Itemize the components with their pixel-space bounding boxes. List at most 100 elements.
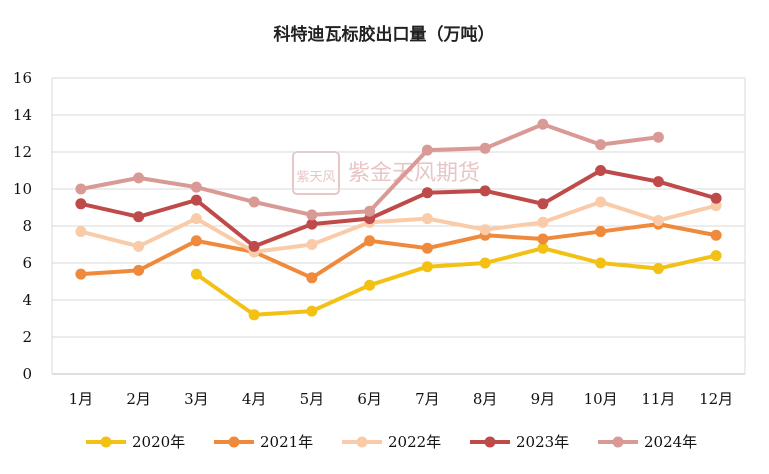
x-tick-label: 11月: [641, 390, 675, 408]
data-point: [652, 176, 664, 188]
y-tick-label: 4: [22, 291, 32, 309]
data-point: [190, 268, 202, 280]
legend-item: 2024年: [598, 433, 697, 451]
x-tick-label: 1月: [69, 390, 94, 408]
data-point: [421, 261, 433, 273]
y-tick-label: 16: [13, 69, 32, 87]
data-point: [595, 226, 607, 238]
y-tick-label: 6: [22, 254, 32, 272]
data-point: [710, 192, 722, 204]
data-point: [133, 240, 145, 252]
data-point: [133, 172, 145, 184]
x-tick-label: 7月: [415, 390, 440, 408]
grid-lines: [52, 77, 745, 338]
data-point: [306, 239, 318, 250]
y-tick-label: 0: [22, 365, 32, 383]
legend-swatch-marker: [100, 436, 112, 448]
legend-label: 2021年: [260, 433, 313, 451]
data-point: [364, 205, 376, 217]
data-point: [75, 268, 87, 280]
legend-swatch-marker: [612, 436, 624, 448]
series-group: [75, 118, 722, 321]
series-2020年: [190, 242, 722, 321]
chart-title: 科特迪瓦标胶出口量（万吨）: [274, 24, 495, 45]
legend-swatch-marker: [484, 436, 496, 448]
data-point: [190, 235, 202, 247]
data-point: [190, 181, 202, 193]
series-2024年: [75, 118, 664, 221]
data-point: [364, 279, 376, 291]
data-point: [421, 213, 433, 225]
data-point: [652, 214, 664, 226]
axes: 0 2 4 6 8 10 12 14 16 1月 2月 3月 4月 5月 6月 7月 8月 9月 10月 11月 12月: [13, 69, 746, 408]
legend: 2020年 2021年 2022年 2023年 2024年: [86, 433, 697, 451]
data-point: [595, 196, 607, 208]
data-point: [537, 242, 549, 254]
legend-item: 2022年: [342, 433, 441, 451]
series-line: [194, 246, 719, 317]
data-point: [421, 187, 433, 199]
x-tick-label: 2月: [126, 390, 151, 408]
data-point: [75, 198, 87, 210]
data-point: [133, 264, 145, 276]
y-tick-label: 10: [13, 180, 32, 198]
data-point: [306, 218, 318, 230]
data-point: [248, 196, 260, 208]
x-tick-label: 4月: [242, 390, 267, 408]
x-tick-label: 12月: [699, 390, 733, 408]
data-point: [133, 211, 145, 223]
legend-item: 2023年: [470, 433, 569, 451]
data-point: [652, 131, 664, 143]
data-point: [248, 240, 260, 252]
y-tick-label: 2: [22, 328, 32, 346]
data-point: [306, 305, 318, 317]
x-tick-label: 5月: [300, 390, 325, 408]
data-point: [190, 213, 202, 225]
legend-label: 2023年: [516, 433, 569, 451]
x-tick-label: 6月: [357, 390, 382, 408]
y-tick-label: 8: [22, 217, 32, 235]
data-point: [710, 250, 722, 262]
legend-item: 2020年: [86, 433, 185, 451]
data-point: [479, 185, 491, 197]
data-point: [537, 118, 549, 130]
series-2023年: [75, 165, 722, 252]
data-point: [479, 257, 491, 269]
watermark-seal: 紫天风: [296, 170, 335, 185]
data-point: [421, 242, 433, 254]
series-line: [78, 168, 719, 249]
data-point: [190, 194, 202, 206]
data-point: [537, 216, 549, 228]
data-point: [537, 233, 549, 245]
y-tick-label: 12: [13, 143, 32, 161]
data-point: [479, 224, 491, 236]
data-point: [479, 142, 491, 154]
watermark: 紫天风 紫金天风期货: [292, 151, 480, 195]
x-tick-label: 10月: [584, 390, 618, 408]
data-point: [306, 209, 318, 221]
data-point: [710, 229, 722, 241]
data-point: [595, 257, 607, 269]
legend-swatch-marker: [228, 436, 240, 448]
data-point: [75, 183, 87, 195]
data-point: [537, 198, 549, 210]
data-point: [595, 165, 607, 176]
legend-label: 2020年: [132, 433, 185, 451]
legend-swatch-marker: [356, 436, 368, 448]
series-line: [78, 222, 719, 280]
data-point: [421, 144, 433, 156]
legend-item: 2021年: [214, 433, 313, 451]
series-line: [78, 199, 719, 254]
data-point: [306, 272, 318, 284]
x-tick-label: 8月: [473, 390, 498, 408]
x-tick-label: 3月: [184, 390, 209, 408]
legend-label: 2022年: [388, 433, 441, 451]
data-point: [75, 226, 87, 238]
data-point: [652, 263, 664, 275]
y-tick-label: 14: [13, 106, 32, 124]
data-point: [595, 139, 607, 151]
data-point: [364, 235, 376, 247]
data-point: [248, 309, 260, 321]
legend-label: 2024年: [644, 433, 697, 451]
